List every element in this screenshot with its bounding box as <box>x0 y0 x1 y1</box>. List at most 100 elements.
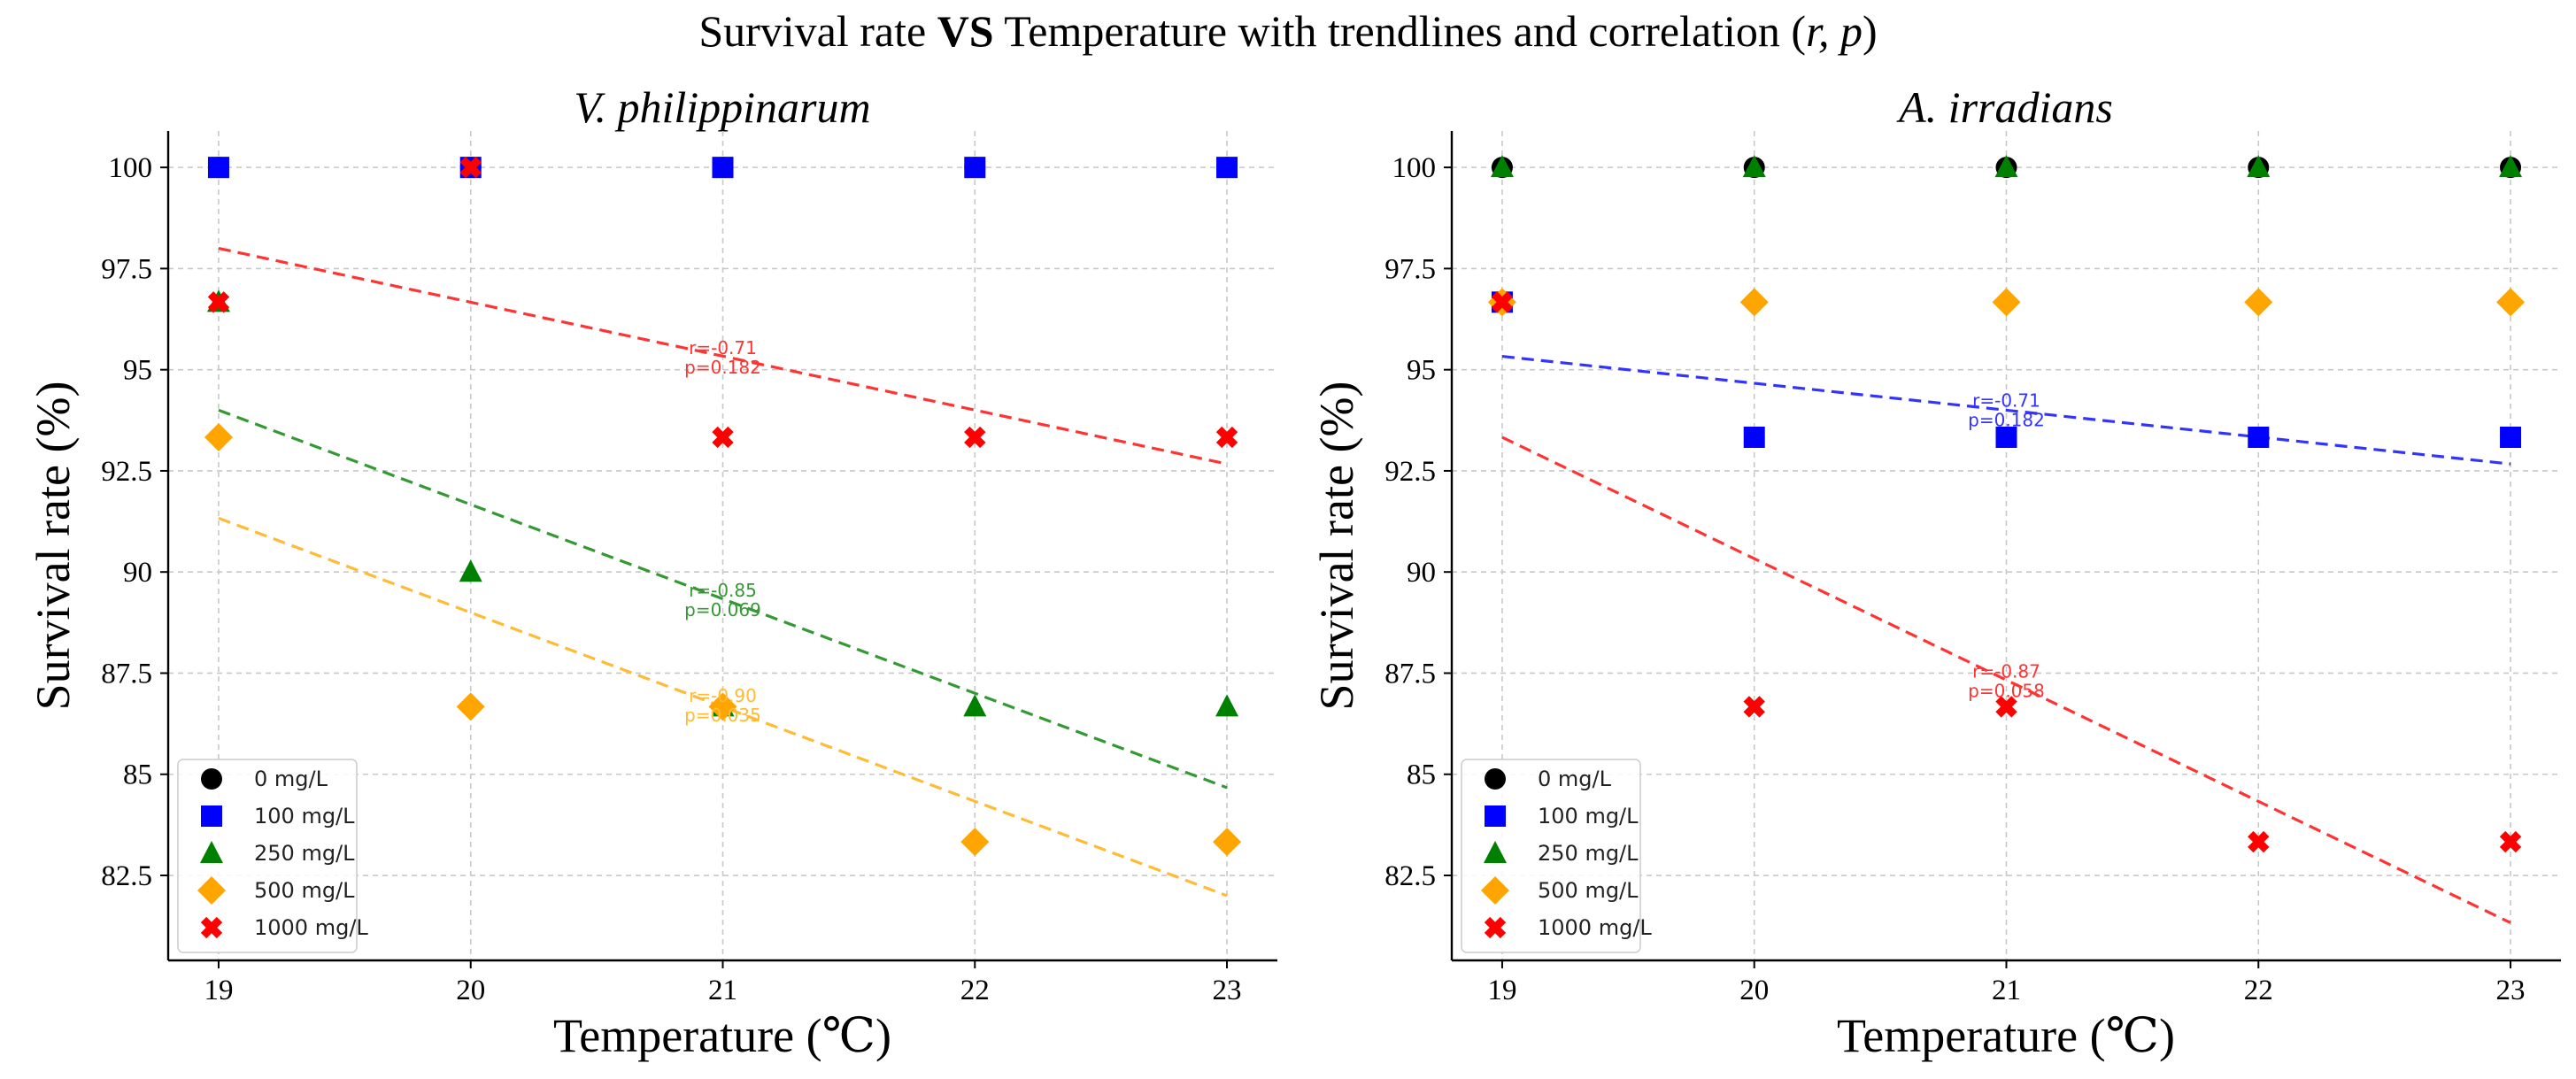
y-axis-label: Survival rate (%) <box>1310 382 1363 711</box>
figure-title-part: Temperature with trendlines and correlat… <box>994 6 1806 56</box>
data-point-1000-mg-l <box>207 291 230 313</box>
trendline-r-label: r=-0.85 <box>689 580 757 601</box>
data-point-250-mg-l <box>2499 155 2523 178</box>
x-tick-label: 20 <box>1739 975 1769 1006</box>
figure-title-part: VS <box>937 6 994 56</box>
data-point-500-mg-l <box>1992 288 2021 317</box>
y-tick-label: 97.5 <box>1384 253 1436 285</box>
series-500-mg-l <box>1487 288 2526 317</box>
trendline-100-mg-l <box>1501 354 2511 466</box>
data-point-250-mg-l <box>963 694 987 717</box>
figure-title-part: Survival rate <box>698 6 937 56</box>
legend-box <box>1461 759 1641 953</box>
legend-label: 500 mg/L <box>1538 878 1639 903</box>
x-tick-label: 23 <box>1213 975 1242 1006</box>
panel-a-irradians: A. irradians 19 20 21 22 23 82.5 85 87.5 90 92.5 95… <box>1310 82 2561 1062</box>
y-tick-label: 92.5 <box>1384 456 1436 488</box>
legend-label: 1000 mg/L <box>1538 915 1652 940</box>
x-tick-label: 19 <box>1487 975 1516 1006</box>
legend-marker-100-mg-l <box>201 805 222 827</box>
y-tick-label: 92.5 <box>101 456 152 488</box>
trendline-r-label: r=-0.87 <box>1972 661 2040 682</box>
legend-marker-250-mg-l <box>1484 841 1507 863</box>
data-point-100-mg-l <box>2248 427 2270 449</box>
trendline-p-label: p=0.182 <box>1968 409 2045 430</box>
trendline-r-label: r=-0.71 <box>689 337 757 358</box>
panel-v-philippinarum: V. philippinarum 19 20 21 22 23 82.5 85 87.5 90 92… <box>27 82 1277 1062</box>
legend-item: 100 mg/L <box>201 804 355 829</box>
data-point-100-mg-l <box>1995 427 2017 449</box>
data-point-100-mg-l <box>1216 157 1238 179</box>
y-tick-label: 95 <box>1407 355 1436 387</box>
x-tick-label: 21 <box>1992 975 2021 1006</box>
legend-label: 250 mg/L <box>254 841 355 866</box>
legend: 0 mg/L 100 mg/L 250 mg/L 500 mg/L 1000 mg/L <box>1461 759 1652 953</box>
y-tick-label: 85 <box>123 759 152 791</box>
legend-marker-0-mg-l <box>201 768 222 790</box>
data-point-500-mg-l <box>2244 288 2273 317</box>
trendline-r-label: r=-0.90 <box>689 685 757 706</box>
y-tick-label: 87.5 <box>101 658 152 690</box>
series-100-mg-l <box>207 157 1238 179</box>
legend-label: 100 mg/L <box>254 804 355 829</box>
data-point-1000-mg-l <box>1491 291 1514 313</box>
y-tick-label: 97.5 <box>101 253 152 285</box>
legend-item: 1000 mg/L <box>200 915 368 940</box>
legend-item: 100 mg/L <box>1485 804 1639 829</box>
data-point-250-mg-l <box>459 559 482 582</box>
legend-marker-0-mg-l <box>1485 768 1506 790</box>
panel-title: V. philippinarum <box>574 82 870 132</box>
data-point-250-mg-l <box>1215 694 1239 717</box>
legend-marker-1000-mg-l <box>200 916 223 939</box>
data-point-1000-mg-l <box>2248 830 2270 853</box>
y-tick-label: 87.5 <box>1384 658 1436 690</box>
data-point-500-mg-l <box>204 423 233 452</box>
y-tick-label: 90 <box>1407 557 1436 589</box>
x-tick-label: 23 <box>2496 975 2526 1006</box>
legend-item: 0 mg/L <box>201 767 328 791</box>
data-point-1000-mg-l <box>459 156 482 179</box>
legend-label: 500 mg/L <box>254 878 355 903</box>
series-1000-mg-l <box>207 156 1238 449</box>
x-axis-label: Temperature (℃) <box>553 1009 891 1062</box>
trendline-500-mg-l <box>218 516 1228 898</box>
data-point-1000-mg-l <box>2499 830 2522 853</box>
y-axis-label: Survival rate (%) <box>27 382 80 711</box>
legend-label: 250 mg/L <box>1538 841 1639 866</box>
data-point-250-mg-l <box>1994 155 2018 178</box>
legend-item: 250 mg/L <box>1484 841 1639 866</box>
data-point-500-mg-l <box>1213 828 1242 857</box>
data-point-1000-mg-l <box>1743 696 1765 718</box>
data-point-500-mg-l <box>2496 288 2526 317</box>
legend-marker-1000-mg-l <box>1484 916 1507 939</box>
panel-title: A. irradians <box>1896 82 2113 132</box>
data-point-250-mg-l <box>2247 155 2271 178</box>
figure-title-part: ) <box>1863 6 1878 56</box>
data-point-250-mg-l <box>1742 155 1766 178</box>
x-tick-label: 22 <box>2244 975 2273 1006</box>
data-point-100-mg-l <box>964 157 986 179</box>
y-tick-label: 100 <box>109 152 153 184</box>
legend-label: 1000 mg/L <box>254 915 368 940</box>
figure-title: Survival rate VS Temperature with trendl… <box>698 6 1877 56</box>
x-axis-label: Temperature (℃) <box>1837 1009 2175 1062</box>
x-tick-label: 20 <box>456 975 485 1006</box>
legend-item: 250 mg/L <box>200 841 355 866</box>
trendline-250-mg-l <box>218 408 1228 790</box>
legend-item: 1000 mg/L <box>1484 915 1652 940</box>
y-tick-label: 85 <box>1407 759 1436 791</box>
data-point-100-mg-l <box>1743 427 1765 449</box>
trendline-r-label: r=-0.71 <box>1972 389 2040 411</box>
data-point-1000-mg-l <box>712 426 734 449</box>
y-tick-label: 82.5 <box>1384 860 1436 892</box>
data-point-1000-mg-l <box>1995 696 2017 718</box>
legend-marker-250-mg-l <box>200 841 223 863</box>
data-point-100-mg-l <box>712 157 734 179</box>
y-tick-label: 82.5 <box>101 860 152 892</box>
data-point-100-mg-l <box>2500 427 2522 449</box>
trendline-1000-mg-l <box>1501 435 2511 924</box>
data-point-1000-mg-l <box>1215 426 1238 449</box>
data-point-1000-mg-l <box>964 426 986 449</box>
legend-marker-500-mg-l <box>1481 876 1509 905</box>
